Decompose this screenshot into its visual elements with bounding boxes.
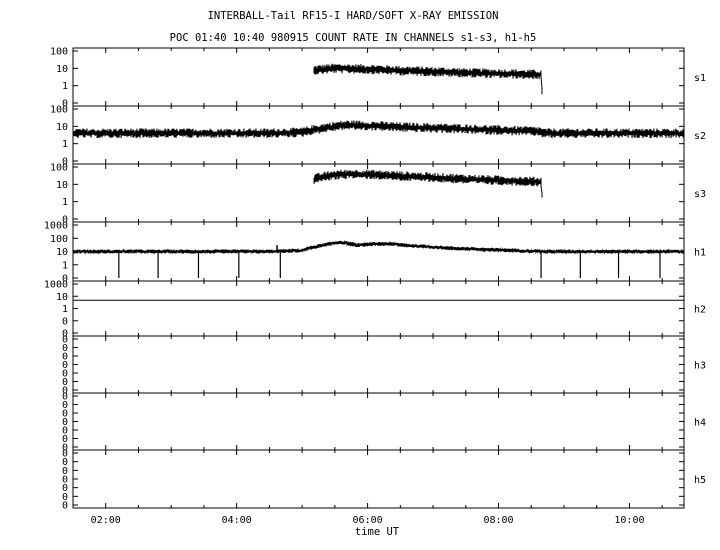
y-tick-label-h1: 1000 xyxy=(44,221,68,232)
plot-area: 1001010s11001010s21001010s310001001010h1… xyxy=(44,47,706,527)
y-tick-label-h4: 0 xyxy=(62,443,68,454)
y-tick-label-s1: 1 xyxy=(62,81,68,92)
y-tick-label-s1: 100 xyxy=(50,47,68,58)
y-tick-label-h3: 0 xyxy=(62,360,68,371)
x-tick-label: 06:00 xyxy=(353,515,383,526)
y-tick-label-s2: 0 xyxy=(62,157,68,168)
y-tick-label-h2: 10 xyxy=(56,292,68,303)
series-label-s2: s2 xyxy=(694,131,706,142)
y-tick-label-h4: 0 xyxy=(62,426,68,437)
y-tick-label-h5: 0 xyxy=(62,483,68,494)
series-label-h4: h4 xyxy=(694,418,706,429)
y-tick-label-h2: 0 xyxy=(62,316,68,327)
y-tick-label-h5: 0 xyxy=(62,475,68,486)
y-tick-label-h3: 0 xyxy=(62,352,68,363)
y-tick-label-h4: 0 xyxy=(62,417,68,428)
y-tick-label-h5: 0 xyxy=(62,466,68,477)
y-tick-label-h2: 0 xyxy=(62,329,68,340)
x-tick-label: 10:00 xyxy=(614,515,644,526)
chart-title: INTERBALL-Tail RF15-I HARD/SOFT X-RAY EM… xyxy=(208,10,499,22)
series-line-s2 xyxy=(72,120,685,139)
series-line-s1 xyxy=(313,63,543,95)
y-tick-label-h5: 0 xyxy=(62,457,68,468)
y-tick-label-s2: 100 xyxy=(50,105,68,116)
y-tick-label-s2: 1 xyxy=(62,139,68,150)
y-tick-label-h4: 0 xyxy=(62,392,68,403)
panel-frame-h3 xyxy=(72,335,685,394)
x-axis-label: time UT xyxy=(355,526,400,538)
y-tick-label-h4: 0 xyxy=(62,409,68,420)
y-tick-label-h4: 0 xyxy=(62,400,68,411)
y-tick-label-h5: 0 xyxy=(62,492,68,503)
y-tick-label-h3: 0 xyxy=(62,335,68,346)
y-tick-label-s3: 100 xyxy=(50,163,68,174)
panel-frame-s1 xyxy=(72,47,685,107)
y-tick-label-h1: 100 xyxy=(50,234,68,245)
y-tick-label-h2: 1000 xyxy=(44,280,68,291)
series-label-s3: s3 xyxy=(694,189,706,200)
panel-frame-h4 xyxy=(72,392,685,451)
y-tick-label-h3: 0 xyxy=(62,343,68,354)
y-tick-label-h1: 1 xyxy=(62,260,68,271)
series-label-h1: h1 xyxy=(694,248,706,259)
y-tick-label-s1: 0 xyxy=(62,99,68,110)
y-tick-label-s1: 10 xyxy=(56,64,68,75)
y-tick-label-s3: 1 xyxy=(62,197,68,208)
series-line-s3 xyxy=(313,169,543,198)
y-tick-label-h2: 1 xyxy=(62,304,68,315)
y-tick-label-h4: 0 xyxy=(62,434,68,445)
y-tick-label-h5: 0 xyxy=(62,449,68,460)
y-tick-label-h5: 0 xyxy=(62,501,68,512)
y-tick-label-h1: 10 xyxy=(56,247,68,258)
series-label-h3: h3 xyxy=(694,361,706,372)
x-tick-label: 08:00 xyxy=(483,515,513,526)
x-tick-label: 04:00 xyxy=(222,515,252,526)
series-label-h2: h2 xyxy=(694,305,706,316)
y-tick-label-h1: 0 xyxy=(62,274,68,285)
y-tick-label-s3: 0 xyxy=(62,215,68,226)
y-tick-label-s2: 10 xyxy=(56,122,68,133)
y-tick-label-s3: 10 xyxy=(56,180,68,191)
series-label-h5: h5 xyxy=(694,475,706,486)
panel-frame-h5 xyxy=(72,449,685,509)
series-label-s1: s1 xyxy=(694,73,706,84)
chart-subtitle: POC 01:40 10:40 980915 COUNT RATE IN CHA… xyxy=(170,32,537,44)
panel-frame-h2 xyxy=(72,280,685,337)
series-line-h1 xyxy=(72,239,685,255)
x-tick-label: 02:00 xyxy=(91,515,121,526)
y-tick-label-h3: 0 xyxy=(62,369,68,380)
y-tick-label-h3: 0 xyxy=(62,386,68,397)
y-tick-label-h3: 0 xyxy=(62,377,68,388)
